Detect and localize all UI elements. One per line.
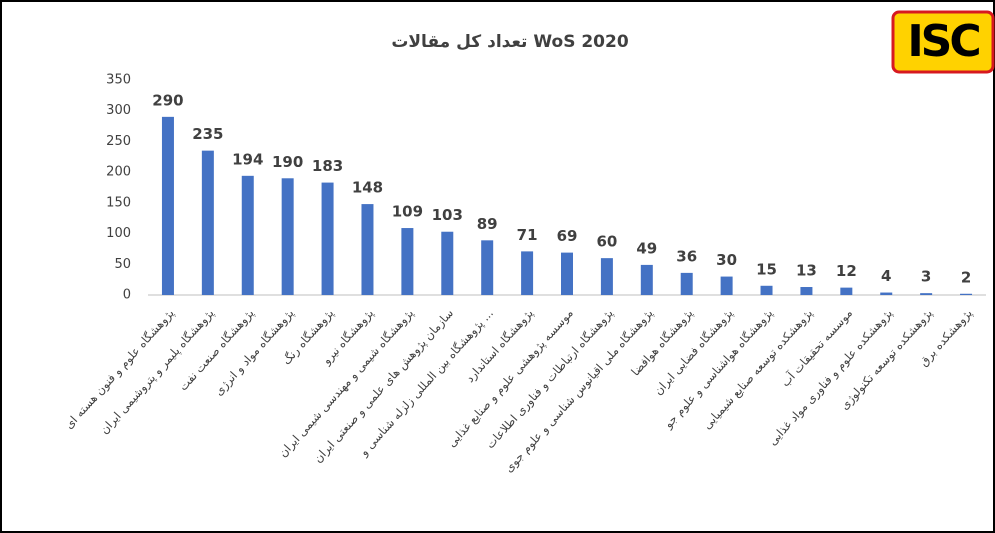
logo-box <box>891 10 995 74</box>
value-label: 36 <box>676 247 697 265</box>
value-label: 13 <box>796 262 817 280</box>
value-label: 15 <box>756 260 777 278</box>
bar <box>281 178 294 295</box>
bar <box>840 287 853 295</box>
value-label: 190 <box>272 153 303 171</box>
y-tick-label: 250 <box>106 134 131 149</box>
value-label: 89 <box>477 215 498 233</box>
bar <box>880 292 893 295</box>
logo: ISC <box>907 16 979 67</box>
bar <box>600 258 613 295</box>
bar <box>561 252 573 295</box>
value-label: 30 <box>716 251 737 269</box>
bar <box>321 182 334 295</box>
value-label: 71 <box>517 226 538 244</box>
value-label: 12 <box>836 262 857 280</box>
bar <box>680 272 693 295</box>
chart-title: تعداد کل مقالات WoS 2020 <box>391 32 629 52</box>
y-tick-label: 300 <box>106 103 131 118</box>
y-tick-label: 200 <box>106 165 131 180</box>
y-tick-label: 350 <box>106 73 131 88</box>
bar <box>361 204 374 295</box>
y-tick-label: 100 <box>106 226 131 241</box>
value-label: 109 <box>392 203 423 221</box>
bar <box>241 175 254 295</box>
bar <box>960 293 973 295</box>
y-tick-label: 150 <box>106 195 131 210</box>
bar <box>800 287 813 295</box>
bar <box>161 116 174 295</box>
value-label: 235 <box>192 125 223 143</box>
value-label: 290 <box>152 91 183 109</box>
bar <box>441 231 454 295</box>
bar <box>481 240 494 295</box>
bar <box>760 285 773 295</box>
value-label: 69 <box>557 227 578 245</box>
value-label: 2 <box>961 268 971 286</box>
value-label: 194 <box>232 150 263 168</box>
value-label: 103 <box>432 206 463 224</box>
value-label: 148 <box>352 179 383 197</box>
bar <box>920 293 933 295</box>
value-label: 4 <box>881 267 891 285</box>
y-tick-label: 50 <box>114 257 131 272</box>
value-label: 60 <box>596 233 617 251</box>
bar <box>401 228 414 295</box>
bar <box>201 150 214 295</box>
y-tick-label: 0 <box>123 288 131 303</box>
bar <box>720 276 733 295</box>
value-label: 3 <box>921 268 931 286</box>
bar <box>640 264 653 295</box>
value-label: 183 <box>312 157 343 175</box>
bar <box>521 251 534 295</box>
value-label: 49 <box>636 239 657 257</box>
